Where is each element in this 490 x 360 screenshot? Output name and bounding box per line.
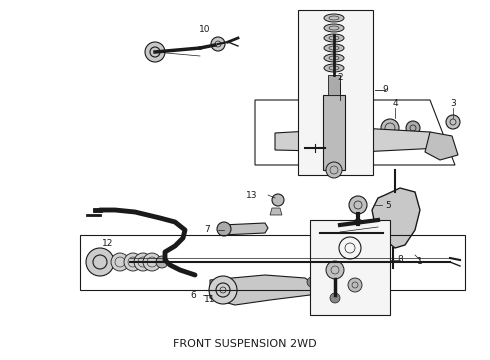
Circle shape bbox=[353, 219, 363, 229]
Ellipse shape bbox=[324, 34, 344, 42]
Circle shape bbox=[124, 253, 142, 271]
Text: 1: 1 bbox=[417, 257, 423, 266]
Circle shape bbox=[330, 293, 340, 303]
Bar bbox=[80, 235, 465, 290]
Bar bbox=[298, 10, 373, 175]
Text: 10: 10 bbox=[199, 26, 211, 35]
Polygon shape bbox=[425, 132, 458, 160]
Ellipse shape bbox=[324, 24, 344, 32]
Polygon shape bbox=[275, 128, 440, 152]
Polygon shape bbox=[270, 208, 282, 215]
Polygon shape bbox=[210, 275, 315, 305]
Bar bbox=[328, 75, 340, 95]
Circle shape bbox=[406, 121, 420, 135]
Text: 2: 2 bbox=[337, 73, 343, 82]
Ellipse shape bbox=[324, 64, 344, 72]
Circle shape bbox=[446, 115, 460, 129]
Text: FRONT SUSPENSION 2WD: FRONT SUSPENSION 2WD bbox=[173, 339, 317, 349]
Ellipse shape bbox=[324, 14, 344, 22]
Text: 4: 4 bbox=[392, 99, 398, 108]
Circle shape bbox=[307, 277, 317, 287]
Circle shape bbox=[143, 253, 161, 271]
Circle shape bbox=[156, 256, 168, 268]
Polygon shape bbox=[372, 188, 420, 248]
Circle shape bbox=[217, 222, 231, 236]
Bar bbox=[310, 220, 390, 315]
Bar bbox=[323, 95, 345, 170]
Circle shape bbox=[111, 253, 129, 271]
Circle shape bbox=[349, 196, 367, 214]
Text: 7: 7 bbox=[204, 225, 210, 234]
Circle shape bbox=[326, 162, 342, 178]
Text: 3: 3 bbox=[450, 99, 456, 108]
Circle shape bbox=[211, 37, 225, 51]
Polygon shape bbox=[320, 272, 355, 292]
Text: 13: 13 bbox=[246, 190, 258, 199]
Text: 8: 8 bbox=[397, 256, 403, 265]
Text: 11: 11 bbox=[204, 296, 216, 305]
Text: 12: 12 bbox=[102, 238, 114, 248]
Circle shape bbox=[272, 194, 284, 206]
Ellipse shape bbox=[324, 54, 344, 62]
Circle shape bbox=[86, 248, 114, 276]
Circle shape bbox=[381, 119, 399, 137]
Text: 9: 9 bbox=[382, 85, 388, 94]
Circle shape bbox=[326, 261, 344, 279]
Circle shape bbox=[134, 253, 152, 271]
Text: 5: 5 bbox=[385, 201, 391, 210]
Ellipse shape bbox=[324, 44, 344, 52]
Circle shape bbox=[145, 42, 165, 62]
Circle shape bbox=[209, 276, 237, 304]
Polygon shape bbox=[222, 223, 268, 235]
Circle shape bbox=[348, 278, 362, 292]
Text: 6: 6 bbox=[190, 291, 196, 300]
